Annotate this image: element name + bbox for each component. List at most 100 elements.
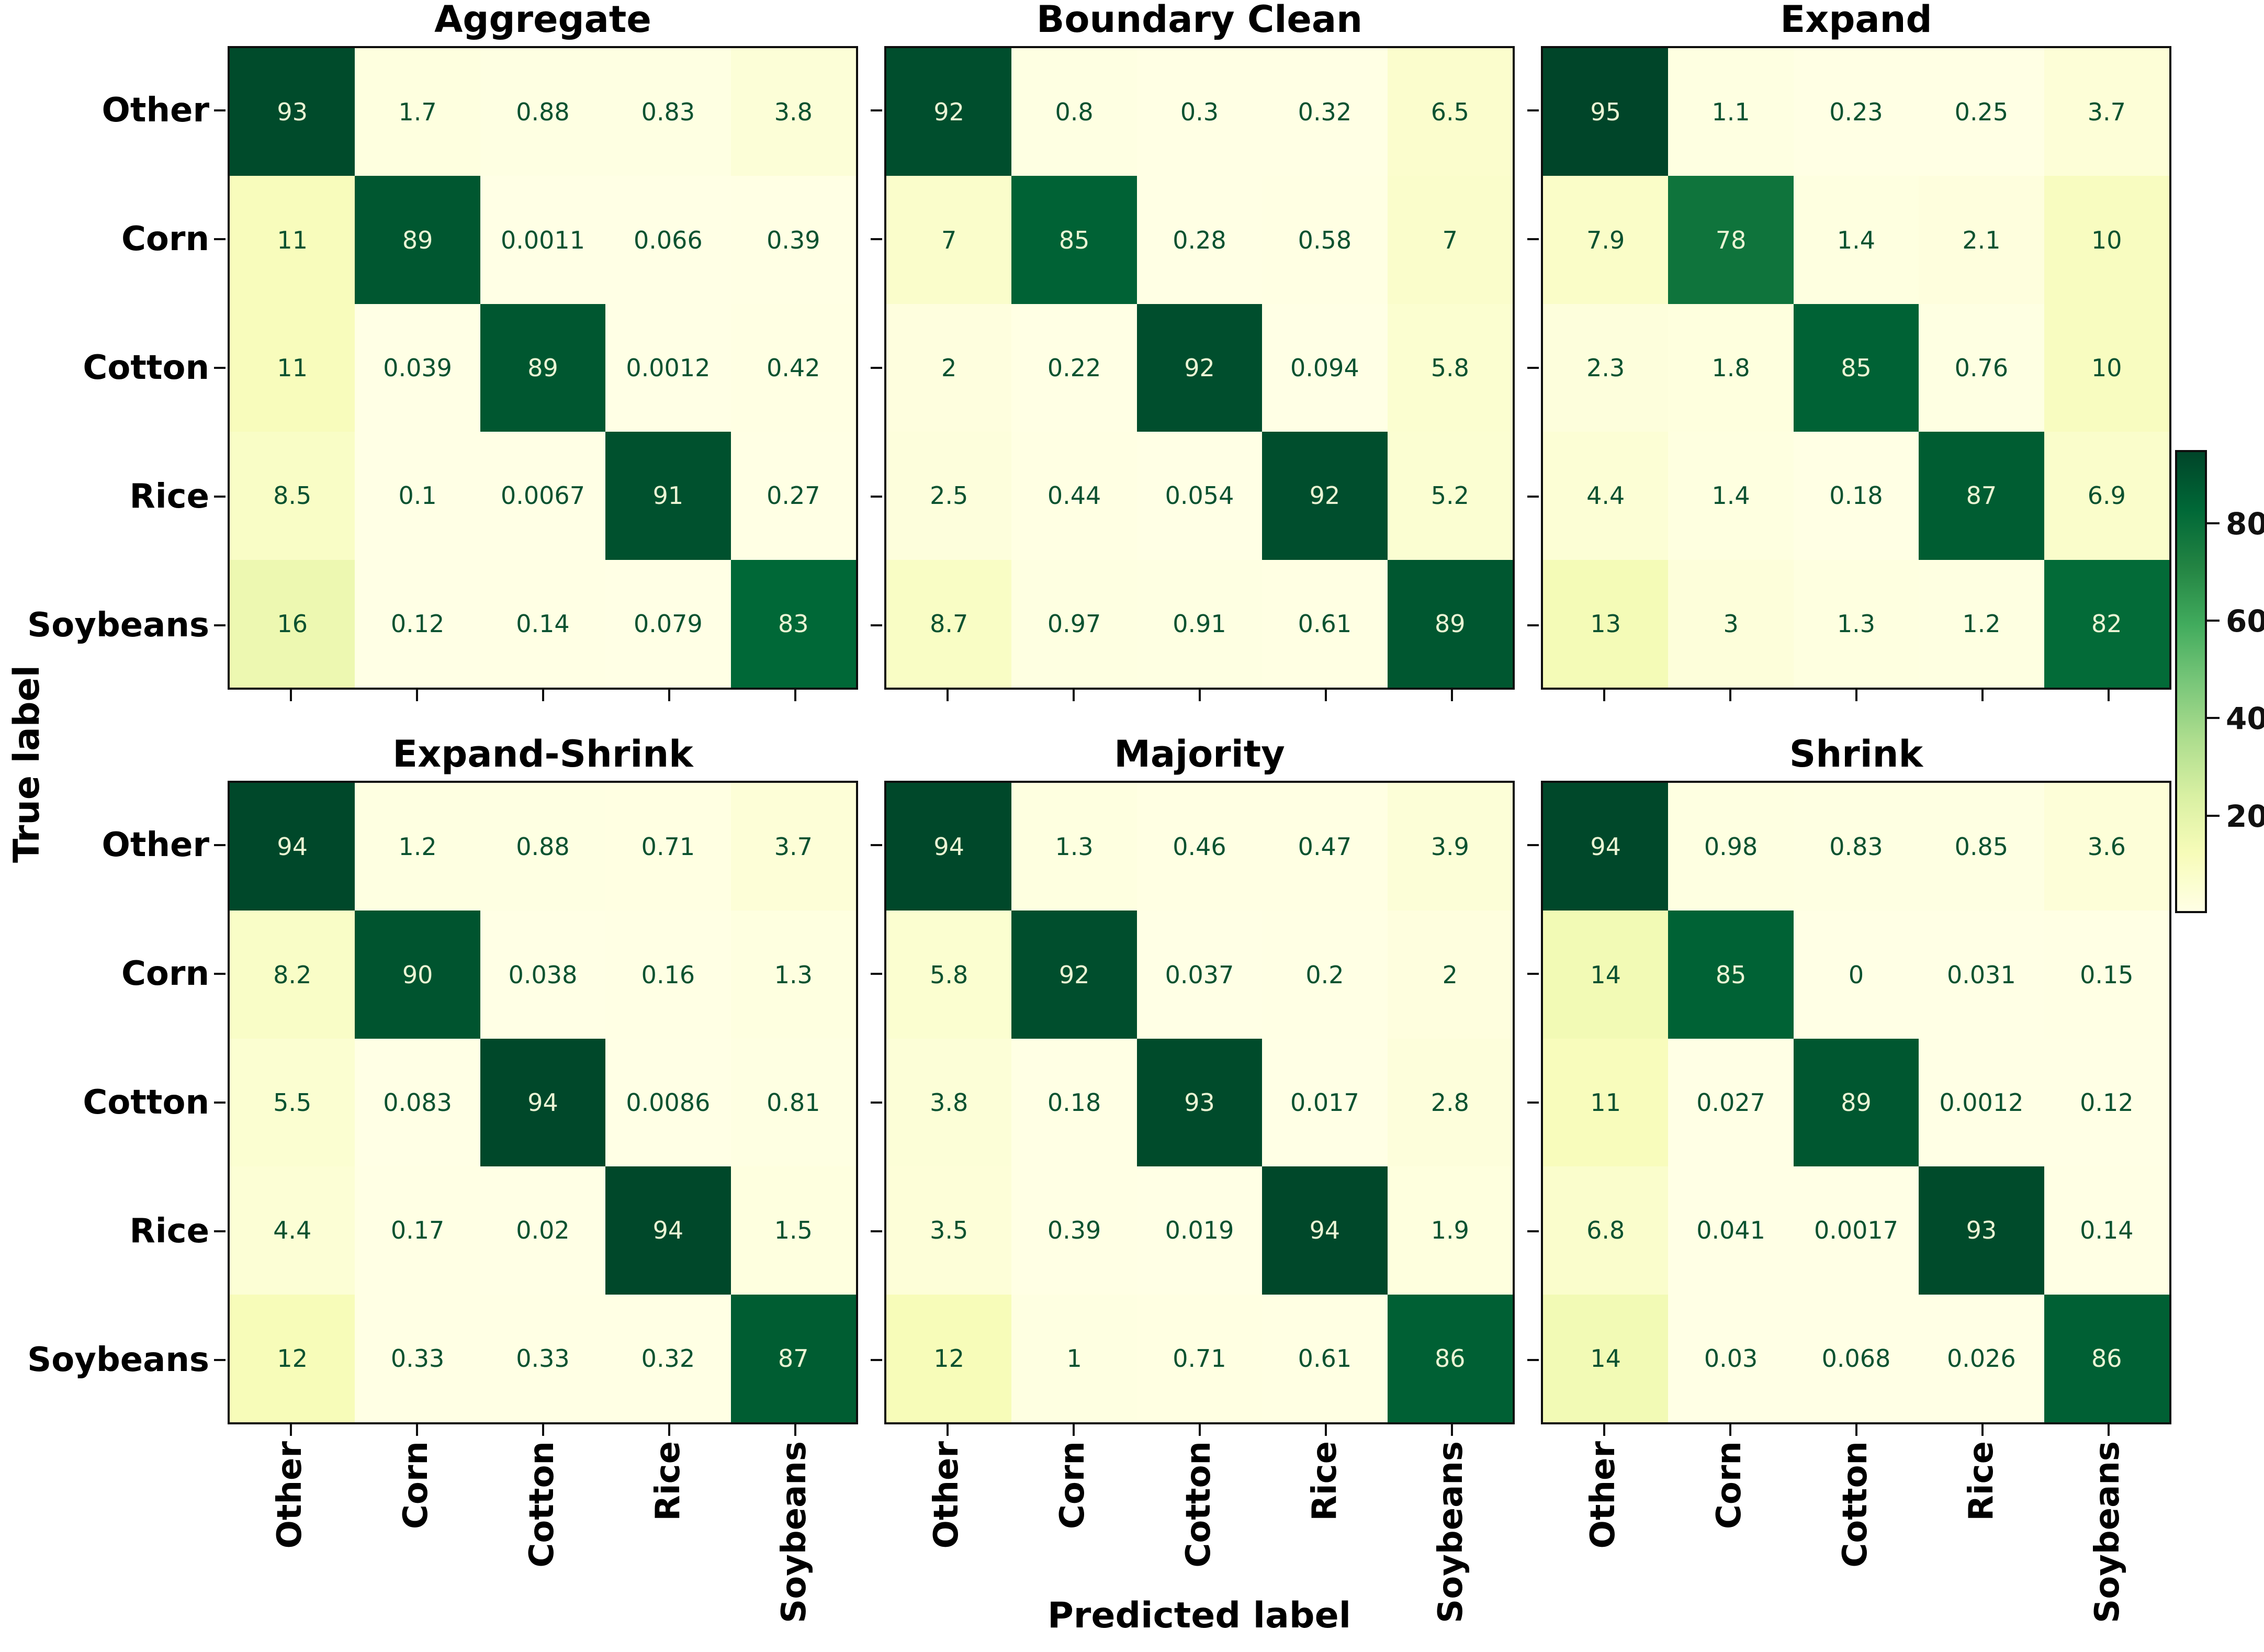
heatmap-cell: 89 (1793, 1038, 1919, 1167)
cell-value: 0.0017 (1814, 1216, 1898, 1245)
heatmap-cell: 89 (355, 176, 480, 304)
cell-value: 93 (1966, 1216, 1997, 1245)
heatmap-plot: 95 1.1 0.23 0.25 3.7 7.9 78 1.4 2.1 10 2.3 1.8 85 0.7… (1541, 46, 2171, 690)
heatmap-cell: 0.054 (1136, 432, 1263, 560)
cell-value: 0.18 (1047, 1088, 1101, 1117)
cell-value: 91 (652, 481, 684, 510)
heatmap-cell: 93 (1919, 1166, 2044, 1295)
heatmap-cell: 0.23 (1793, 48, 1919, 176)
y-axis-tick (214, 1359, 226, 1361)
cell-value: 0 (1848, 960, 1864, 989)
heatmap-cell: 12 (886, 1294, 1012, 1422)
cell-value: 0.3 (1180, 98, 1219, 127)
cell-value: 11 (1590, 1088, 1621, 1117)
heatmap-cell: 2 (886, 304, 1012, 432)
y-tick-label: Soybeans (27, 606, 209, 645)
heatmap-cell: 0.39 (1011, 1166, 1137, 1295)
cell-value: 0.88 (516, 833, 570, 861)
heatmap-cell: 7 (886, 176, 1012, 304)
heatmap-cell: 0.91 (1136, 559, 1263, 688)
y-axis-tick (871, 1102, 882, 1104)
cell-value: 0.2 (1305, 960, 1344, 989)
cell-value: 0.71 (1173, 1344, 1226, 1373)
heatmap-cell: 0.88 (480, 48, 606, 176)
y-axis-tick (871, 844, 882, 846)
x-tick-label: Rice (648, 1441, 688, 1521)
heatmap-cell: 0.0086 (605, 1038, 731, 1167)
x-axis-tick (1981, 690, 1984, 701)
heatmap-cell: 5.8 (1387, 304, 1513, 432)
cell-value: 92 (1309, 481, 1341, 510)
heatmap-cell: 6.8 (1543, 1166, 1669, 1295)
cell-value: 0.8 (1055, 98, 1094, 127)
cell-value: 5.8 (1431, 353, 1469, 382)
heatmap-cell: 0.094 (1262, 304, 1388, 432)
heatmap-cell: 95 (1543, 48, 1669, 176)
x-tick-label: Other (270, 1441, 309, 1549)
heatmap-cell: 82 (2044, 559, 2169, 688)
cell-value: 0.17 (390, 1216, 445, 1245)
cell-value: 0.0012 (626, 353, 711, 382)
heatmap-plot: 94 0.98 0.83 0.85 3.6 14 85 0 0.031 0.15 11 0.027 89… (1541, 781, 2171, 1424)
heatmap-cell: 2.5 (886, 432, 1012, 560)
cell-value: 0.39 (767, 226, 820, 254)
cell-value: 0.12 (390, 609, 445, 638)
y-axis-tick (1527, 844, 1539, 846)
cell-value: 92 (933, 98, 964, 127)
cell-value: 1.2 (398, 833, 437, 861)
heatmap-cell: 0.32 (1262, 48, 1388, 176)
cell-value: 0.037 (1165, 960, 1234, 989)
heatmap-cell: 94 (886, 783, 1012, 911)
cell-value: 94 (1590, 833, 1621, 861)
heatmap-cell: 0.14 (2044, 1166, 2169, 1295)
cell-value: 0.33 (390, 1344, 445, 1373)
heatmap-cell: 0.019 (1136, 1166, 1263, 1295)
cell-value: 3.5 (930, 1216, 968, 1245)
cell-value: 89 (1841, 1088, 1872, 1117)
heatmap-cell: 0.02 (480, 1166, 606, 1295)
cell-value: 0.1 (398, 481, 437, 510)
heatmap-cell: 94 (605, 1166, 731, 1295)
panel-aggregate: Aggregate 93 1.7 0.88 0.83 3.8 11 89 0.0011 0.066… (214, 1, 858, 701)
x-axis-tick (289, 1424, 292, 1436)
y-tick-label: Other (102, 91, 209, 130)
cell-value: 1.8 (1711, 353, 1750, 382)
cell-value: 2.1 (1962, 226, 2001, 254)
heatmap-cell: 11 (230, 176, 355, 304)
cell-value: 0.14 (516, 609, 570, 638)
heatmap-cell: 0.026 (1919, 1294, 2044, 1422)
cell-value: 0.0086 (626, 1088, 711, 1117)
x-tick-label: Corn (396, 1441, 435, 1530)
cell-value: 85 (1841, 353, 1872, 382)
heatmap-cell: 3.8 (886, 1038, 1012, 1167)
cell-value: 0.12 (2080, 1088, 2134, 1117)
heatmap-cell: 0.17 (355, 1166, 480, 1295)
cell-value: 2 (1442, 960, 1458, 989)
cell-value: 14 (1590, 960, 1621, 989)
colorbar-tick (2207, 620, 2220, 622)
y-axis-tick (1527, 109, 1539, 111)
colorbar-tick-label: 80 (2226, 505, 2264, 542)
y-axis-tick (214, 238, 226, 240)
heatmap-cell: 1.7 (355, 48, 480, 176)
heatmap-cell: 16 (230, 559, 355, 688)
cell-value: 8.5 (273, 481, 312, 510)
heatmap-cell: 8.7 (886, 559, 1012, 688)
cell-value: 7 (1442, 226, 1458, 254)
heatmap-cell: 0.079 (605, 559, 731, 688)
x-axis-tick (2107, 690, 2110, 701)
cell-value: 93 (277, 98, 308, 127)
heatmap-cell: 1.3 (730, 911, 856, 1039)
cell-value: 95 (1590, 98, 1621, 127)
y-axis-tick (871, 624, 882, 626)
x-axis-tick (1198, 690, 1201, 701)
heatmap-cell: 7.9 (1543, 176, 1669, 304)
x-axis-tick (1603, 1424, 1605, 1436)
cell-value: 7.9 (1586, 226, 1625, 254)
heatmap-cell: 1.2 (355, 783, 480, 911)
heatmap-cell: 6.5 (1387, 48, 1513, 176)
heatmap-cell: 0.22 (1011, 304, 1137, 432)
cell-value: 0.61 (1298, 609, 1352, 638)
heatmap-cell: 0.0012 (1919, 1038, 2044, 1167)
